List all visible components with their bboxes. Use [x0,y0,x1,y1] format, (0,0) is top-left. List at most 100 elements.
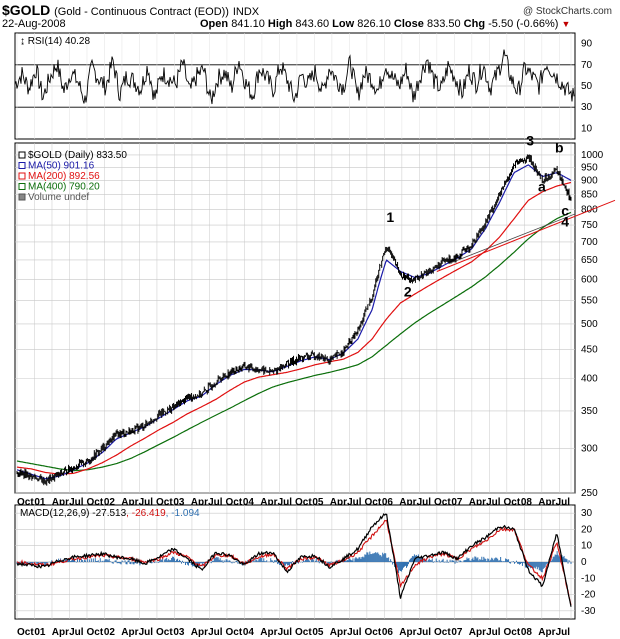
price-grid [15,143,575,494]
wave-label: 2 [404,283,412,299]
legend-swatch [18,162,26,169]
price-panel-frame [14,142,576,494]
macd-x-tick-label: Oct [226,627,243,638]
wave-label: b [555,139,564,155]
price-y-tick-label: 500 [581,319,598,330]
macd-x-tick-label: Jul [556,627,571,638]
macd-x-tick-label: Jul [208,627,223,638]
macd-x-tick-label: Jul [69,627,84,638]
price-x-tick-label: Jul [347,497,362,508]
price-x-tick-label: Apr [121,497,138,508]
price-x-tick-label: 05 [312,497,324,508]
rsi-y-tick-label: 70 [581,60,593,71]
wave-label: a [538,179,546,195]
price-x-tick-label: Jul [278,497,293,508]
macd-y-tick-label: 30 [581,508,593,519]
rsi-y-tick-label: 90 [581,39,593,50]
chg-value: -5.50 (-0.66%) [488,18,559,30]
close-value: 833.50 [426,18,461,30]
price-y-tick-label: 250 [581,488,598,499]
price-y-tick-label: 1000 [581,150,604,161]
quote-summary: Open 841.10 High 843.60 Low 826.10 Close… [200,18,570,30]
rsi-y-tick-label: 30 [581,102,593,113]
chart-symbol-title: $GOLD (Gold - Continuous Contract (EOD))… [2,2,259,18]
macd-x-tick-label: Oct [87,627,104,638]
macd-legend-macd: MACD(12,26,9) -27.513 [20,508,127,519]
macd-x-tick-label: Apr [260,627,277,638]
price-x-tick-label: Oct [87,497,104,508]
macd-legend-signal-sep: , [126,508,132,519]
macd-line [16,513,572,607]
legend-swatch [18,193,26,201]
price-y-tick-label: 700 [581,237,598,248]
price-x-tick-label: Oct [434,497,451,508]
chg-label: Chg [463,18,486,30]
wave-label: 3 [526,132,534,148]
price-x-tick-label: 03 [173,497,185,508]
macd-x-tick-label: Oct [17,627,34,638]
rsi-legend-text: RSI(14) 40.28 [28,36,91,47]
low-label: Low [332,18,355,30]
rsi-panel: 10 30 50 70 90 ↨ RSI(14) 40.28 [14,32,593,140]
macd-x-tick-label: Jul [278,627,293,638]
price-x-tick-label: 06 [382,497,394,508]
open-value: 841.10 [231,18,265,30]
macd-x-tick-label: Jul [139,627,154,638]
price-y-tick-label: 800 [581,204,598,215]
close-label: Close [393,18,424,30]
macd-x-tick-label: 02 [104,627,116,638]
macd-x-tick-label: Jul [486,627,501,638]
macd-y-tick-label: -30 [581,606,596,617]
macd-x-tick-label: Oct [434,627,451,638]
ma400-line [16,211,572,472]
elliott-wave-labels: 1 2 3 a b c4 [386,132,569,299]
price-x-tick-label: Jul [208,497,223,508]
price-x-tick-label: Jul [139,497,154,508]
symbol-exchange: INDX [232,6,260,18]
price-y-tick-label: 950 [581,162,598,173]
price-y-tick-label: 750 [581,220,598,231]
price-x-tick-label: Oct [365,497,382,508]
price-y-tick-label: 400 [581,373,598,384]
rsi-legend: ↨ RSI(14) 40.28 [20,36,90,47]
wave-label: c [561,202,569,218]
price-x-tick-label: Oct [17,497,34,508]
macd-x-tick-label: Oct [365,627,382,638]
price-y-tick-label: 450 [581,345,598,356]
price-x-tick-label: Apr [260,497,277,508]
price-x-tick-label: 08 [521,497,533,508]
legend-entry: $GOLD (Daily) 833.50 [28,150,127,161]
price-x-tick-label: Jul [69,497,84,508]
macd-y-tick-label: 10 [581,541,593,552]
macd-x-tick-label: Apr [399,627,416,638]
macd-series-group [16,513,572,607]
macd-x-tick-label: 06 [382,627,394,638]
price-y-tick-label: 600 [581,274,598,285]
macd-legend: MACD(12,26,9) -27.513, -26.419, -1.094 [20,508,200,519]
high-value: 843.60 [295,18,330,30]
macd-legend-signal: -26.419 [132,508,166,519]
price-x-tick-label: Jul [486,497,501,508]
symbol-description: (Gold - Continuous Contract (EOD)) [54,6,229,18]
legend-swatch [18,172,26,180]
macd-x-tick-label: Jul [347,627,362,638]
macd-x-tick-label: Oct [295,627,312,638]
price-x-tick-label: Apr [330,497,347,508]
chart-date: 22-Aug-2008 [2,18,66,30]
macd-x-tick-label: Apr [121,627,138,638]
open-label: Open [200,18,229,30]
down-triangle-icon: ▼ [561,19,571,29]
legend-entry: MA(200) 892.56 [28,171,100,182]
macd-x-tick-label: Apr [469,627,486,638]
price-y-tick-label: 850 [581,190,598,201]
price-y-tick-label: 650 [581,255,598,266]
macd-x-tick-label: 07 [451,627,463,638]
rsi-y-tick-label: 50 [581,81,593,92]
price-y-axis: 250 300 350 400 450 500 550 600 650 700 750 800 850 9… [581,150,604,499]
macd-x-tick-label: 05 [312,627,324,638]
stockcharts-watermark[interactable]: @ StockCharts.com [522,6,612,17]
ma200-line [16,181,572,475]
rsi-y-tick-label: 10 [581,123,593,134]
